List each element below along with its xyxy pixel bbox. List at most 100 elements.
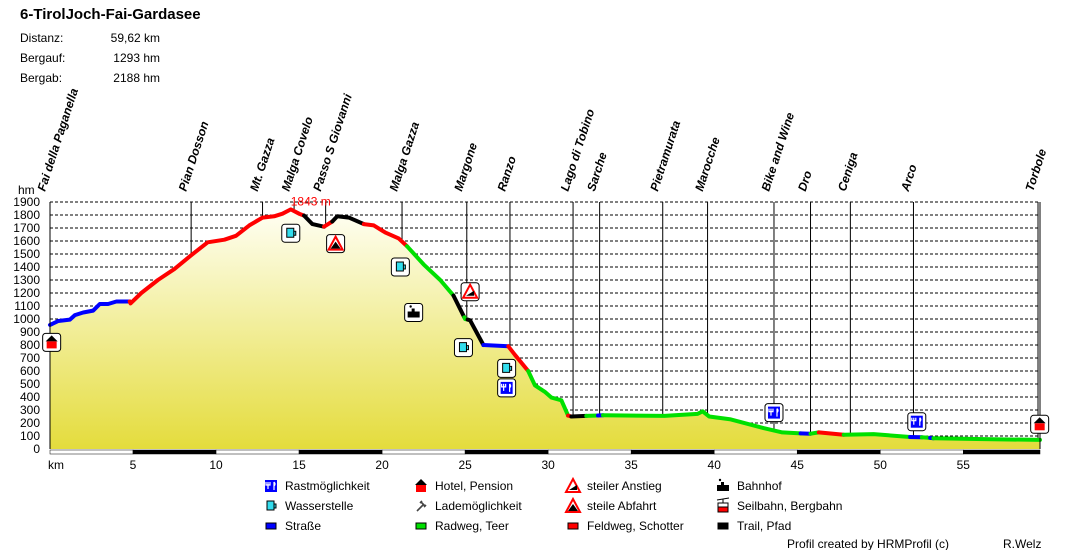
- water-icon: [282, 224, 300, 242]
- scale-bar-segment: [465, 450, 548, 454]
- legend-label: Feldweg, Schotter: [587, 519, 684, 533]
- x-tick-label: 5: [130, 458, 137, 472]
- legend-label: Rastmöglichkeit: [285, 479, 370, 493]
- gravel-icon: [568, 523, 578, 529]
- rest-icon: [908, 413, 926, 431]
- legend-label: Trail, Pfad: [737, 519, 791, 533]
- swatch: [266, 523, 276, 529]
- y-tick-label: 1000: [13, 312, 40, 326]
- legend-label: Hotel, Pension: [435, 479, 513, 493]
- scale-bar-segment: [216, 450, 299, 454]
- scale-bar-segment: [797, 450, 880, 454]
- legend-item-trail: Trail, Pfad: [718, 519, 791, 533]
- y-tick-label: 1900: [13, 195, 40, 209]
- track-segment-paved: [933, 438, 1040, 440]
- waypoint-label: Ceniga: [835, 150, 861, 193]
- rest-icon: [498, 379, 516, 397]
- scale-bar-segment: [631, 450, 714, 454]
- waypoint-label: Pietramurata: [647, 119, 683, 193]
- y-tick-label: 300: [20, 403, 40, 417]
- y-tick-label: 1500: [13, 247, 40, 261]
- y-tick-label: 600: [20, 364, 40, 378]
- hotel-icon: [415, 479, 427, 492]
- waypoint-label: Pian Dosson: [176, 119, 212, 192]
- water-icon: [391, 258, 409, 276]
- legend-item-cablecar: Seilbahn, Bergbahn: [717, 498, 842, 513]
- waypoint-label: Mt. Gazza: [247, 136, 278, 193]
- x-tick-label: 35: [625, 458, 639, 472]
- y-tick-label: 400: [20, 390, 40, 404]
- x-tick-label: 10: [209, 458, 223, 472]
- train-icon: [405, 304, 423, 322]
- scale-bar-segment: [382, 450, 465, 454]
- legend-item-train: Bahnhof: [717, 479, 782, 493]
- legend-item-paved: Radweg, Teer: [416, 519, 509, 533]
- cablecar-icon: [717, 498, 729, 512]
- y-tick-label: 800: [20, 338, 40, 352]
- paved-icon: [416, 523, 426, 529]
- waypoint-label: Bike and Wine: [759, 110, 798, 193]
- track-segment-gravel: [819, 432, 844, 434]
- chart-title: 6-TirolJoch-Fai-Gardasee: [20, 6, 201, 23]
- stats: Distanz: 59,62 km Bergauf: 1293 hm Berga…: [20, 31, 160, 85]
- waypoint-label: Fai della Paganella: [35, 86, 82, 193]
- y-tick-label: 1400: [13, 260, 40, 274]
- plug: [417, 501, 426, 511]
- y-tick-label: 1800: [13, 208, 40, 222]
- legend-item-gravel: Feldweg, Schotter: [568, 519, 684, 533]
- rest-bg: [911, 416, 923, 428]
- stat-value-ascent: 1293 hm: [113, 51, 160, 65]
- rest-bg: [265, 480, 277, 492]
- track-segment-trail: [571, 416, 586, 417]
- cabin-bottom: [718, 507, 728, 512]
- steam: [719, 479, 721, 481]
- track-segment-road: [483, 345, 508, 346]
- legend-item-rest: Rastmöglichkeit: [265, 479, 370, 493]
- steep-climb-icon: [461, 283, 479, 301]
- roof: [415, 479, 427, 485]
- scale-bar-segment: [548, 450, 631, 454]
- steep-descent-icon: [566, 499, 580, 512]
- legend-item-charging: Lademöglichkeit: [417, 499, 522, 513]
- waypoint-label: Sarche: [584, 150, 610, 193]
- max-elevation-label: 1843 m: [291, 194, 331, 208]
- steep-climb-icon: [566, 479, 580, 492]
- charging-icon: [417, 501, 426, 511]
- y-tick-label: 100: [20, 429, 40, 443]
- legend-item-steep-climb: steiler Anstieg: [566, 479, 662, 493]
- x-tick-label: 55: [957, 458, 971, 472]
- legend-label: Bahnhof: [737, 479, 782, 493]
- x-tick-label: 15: [292, 458, 306, 472]
- scale-bar-segment: [714, 450, 797, 454]
- waypoint-label: Malga Covelo: [279, 115, 316, 193]
- swatch: [718, 523, 728, 529]
- hotel-icon: [43, 333, 61, 351]
- scale-bar-segment: [880, 450, 963, 454]
- legend-item-steep-descent: steile Abfahrt: [566, 499, 657, 513]
- swatch: [416, 523, 426, 529]
- y-tick-label: 1600: [13, 234, 40, 248]
- locomotive: [717, 482, 729, 491]
- y-tick-label: 1300: [13, 273, 40, 287]
- rest-bg: [768, 407, 780, 419]
- footer-credit: Profil created by HRMProfil (c): [787, 537, 949, 550]
- stat-label-ascent: Bergauf:: [20, 51, 65, 65]
- trail-icon: [718, 523, 728, 529]
- y-tick-label: 1700: [13, 221, 40, 235]
- x-tick-label: 50: [874, 458, 888, 472]
- waypoint-label: Malga Gazza: [387, 120, 423, 193]
- train-icon: [717, 479, 729, 491]
- scale-bar-segment: [133, 450, 216, 454]
- legend-label: Wasserstelle: [285, 499, 354, 513]
- legend-label: steiler Anstieg: [587, 479, 662, 493]
- rest-bg: [501, 382, 513, 394]
- y-tick-label: 0: [33, 442, 40, 456]
- waypoint-label: Arco: [898, 163, 920, 194]
- x-tick-label: 40: [708, 458, 722, 472]
- waypoint-label: Marocche: [692, 135, 723, 193]
- legend: Rastmöglichkeit Hotel, Pension steiler Ans…: [265, 479, 842, 533]
- x-axis-label: km: [48, 458, 64, 472]
- x-tick-label: 30: [541, 458, 555, 472]
- scale-bar-segment: [299, 450, 382, 454]
- x-tick-label: 45: [791, 458, 805, 472]
